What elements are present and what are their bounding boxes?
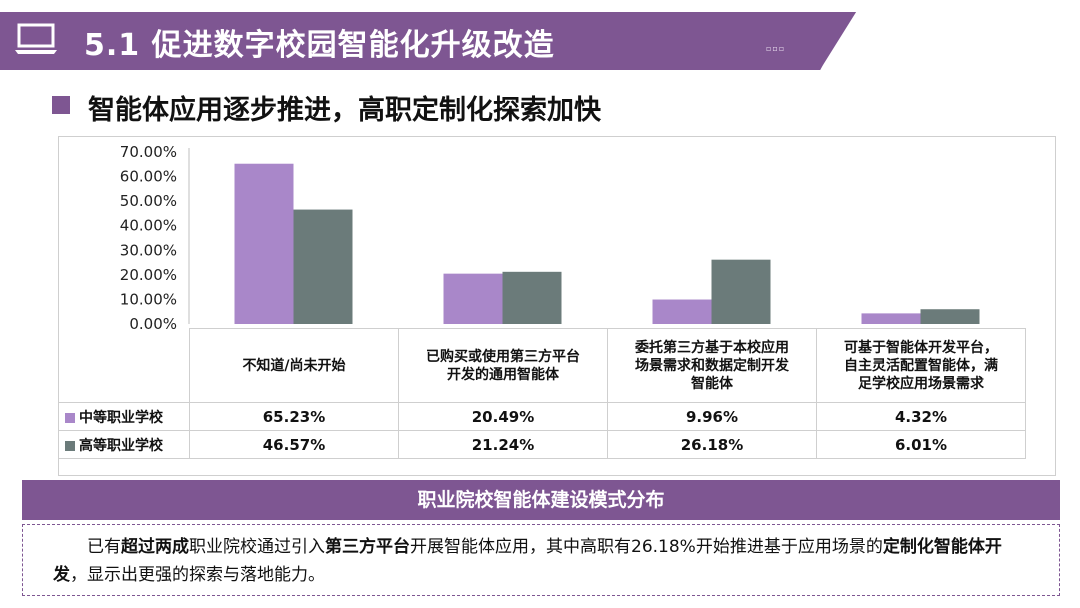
bar-secondary-vocational: [652, 299, 712, 324]
note-text: 职业院校通过引入: [189, 537, 325, 557]
chart-data-table: 不知道/尚未开始 已购买或使用第三方平台 开发的通用智能体 委托第三方基于本校应…: [58, 328, 1026, 459]
note-highlight: 超过两成: [121, 537, 189, 557]
table-row: 中等职业学校 65.23% 20.49% 9.96% 4.32%: [58, 402, 1026, 431]
note-highlight: 定制化智能体开发: [53, 537, 1002, 585]
banner-decoration: ▫▫▫: [766, 44, 786, 53]
y-tick-label: 50.00%: [120, 192, 177, 210]
bullet-square-icon: [52, 96, 70, 114]
category-line: 不知道/尚未开始: [242, 357, 346, 374]
value-cell: 46.57%: [189, 430, 399, 459]
category-cell-1: 不知道/尚未开始: [189, 328, 399, 403]
summary-note: 已有超过两成职业院校通过引入第三方平台开展智能体应用，其中高职有26.18%开始…: [22, 524, 1060, 596]
bar-higher-vocational: [920, 309, 980, 324]
chart-caption: 职业院校智能体建设模式分布: [22, 480, 1060, 520]
category-line: 可基于智能体开发平台，: [844, 339, 998, 356]
note-text: 的: [865, 537, 883, 557]
page-title: 5.1 促进数字校园智能化升级改造: [84, 28, 555, 63]
value-cell: 9.96%: [607, 402, 817, 431]
category-line: 足学校应用场景需求: [858, 375, 984, 392]
category-line: 开发的通用智能体: [447, 366, 559, 383]
table-header-row: 不知道/尚未开始 已购买或使用第三方平台 开发的通用智能体 委托第三方基于本校应…: [58, 328, 1026, 403]
series-label-cell: 中等职业学校: [58, 402, 190, 431]
bar-higher-vocational: [293, 209, 353, 324]
category-cell-2: 已购买或使用第三方平台 开发的通用智能体: [398, 328, 608, 403]
y-tick-label: 70.00%: [120, 143, 177, 161]
category-cell-4: 可基于智能体开发平台， 自主灵活配置智能体，满 足学校应用场景需求: [816, 328, 1026, 403]
category-line: 委托第三方基于本校应用: [635, 339, 789, 356]
category-line: 已购买或使用第三方平台: [426, 348, 580, 365]
series-label-cell: 高等职业学校: [58, 430, 190, 459]
note-text: 已有: [87, 537, 121, 557]
bar-chart: 70.00% 60.00% 50.00% 40.00% 30.00% 20.00% 10.0…: [120, 143, 980, 333]
value-cell: 21.24%: [398, 430, 608, 459]
value-cell: 26.18%: [607, 430, 817, 459]
bar-secondary-vocational: [443, 273, 503, 324]
bar-higher-vocational: [502, 271, 562, 324]
value-cell: 65.23%: [189, 402, 399, 431]
y-tick-label: 10.00%: [120, 290, 177, 308]
legend-key-icon: [65, 412, 75, 423]
value-cell: 6.01%: [816, 430, 1026, 459]
series-name: 中等职业学校: [79, 409, 163, 426]
laptop-icon: [15, 23, 57, 54]
note-highlight: 第三方平台: [325, 537, 410, 557]
y-tick-label: 40.00%: [120, 217, 177, 235]
bar-higher-vocational: [711, 259, 771, 324]
category-line: 自主灵活配置智能体，满: [844, 357, 998, 374]
series-name: 高等职业学校: [79, 437, 163, 454]
y-tick-label: 20.00%: [120, 266, 177, 284]
slide-subtitle: 智能体应用逐步推进，高职定制化探索加快: [88, 95, 601, 126]
value-cell: 20.49%: [398, 402, 608, 431]
title-banner: [0, 12, 850, 70]
bar-secondary-vocational: [861, 313, 921, 324]
y-tick-label: 60.00%: [120, 168, 177, 186]
table-row: 高等职业学校 46.57% 21.24% 26.18% 6.01%: [58, 430, 1026, 459]
note-text: 开展智能体应用，其中高职有26.18%开始推进基于应用场景: [410, 537, 866, 557]
legend-key-icon: [65, 440, 75, 451]
table-corner: [58, 328, 190, 403]
category-line: 智能体: [691, 375, 733, 392]
value-cell: 4.32%: [816, 402, 1026, 431]
note-text: ，显示出更强的探索与落地能力。: [70, 565, 325, 585]
bar-secondary-vocational: [234, 163, 294, 324]
category-line: 场景需求和数据定制开发: [635, 357, 789, 374]
category-cell-3: 委托第三方基于本校应用 场景需求和数据定制开发 智能体: [607, 328, 817, 403]
y-tick-label: 30.00%: [120, 241, 177, 259]
